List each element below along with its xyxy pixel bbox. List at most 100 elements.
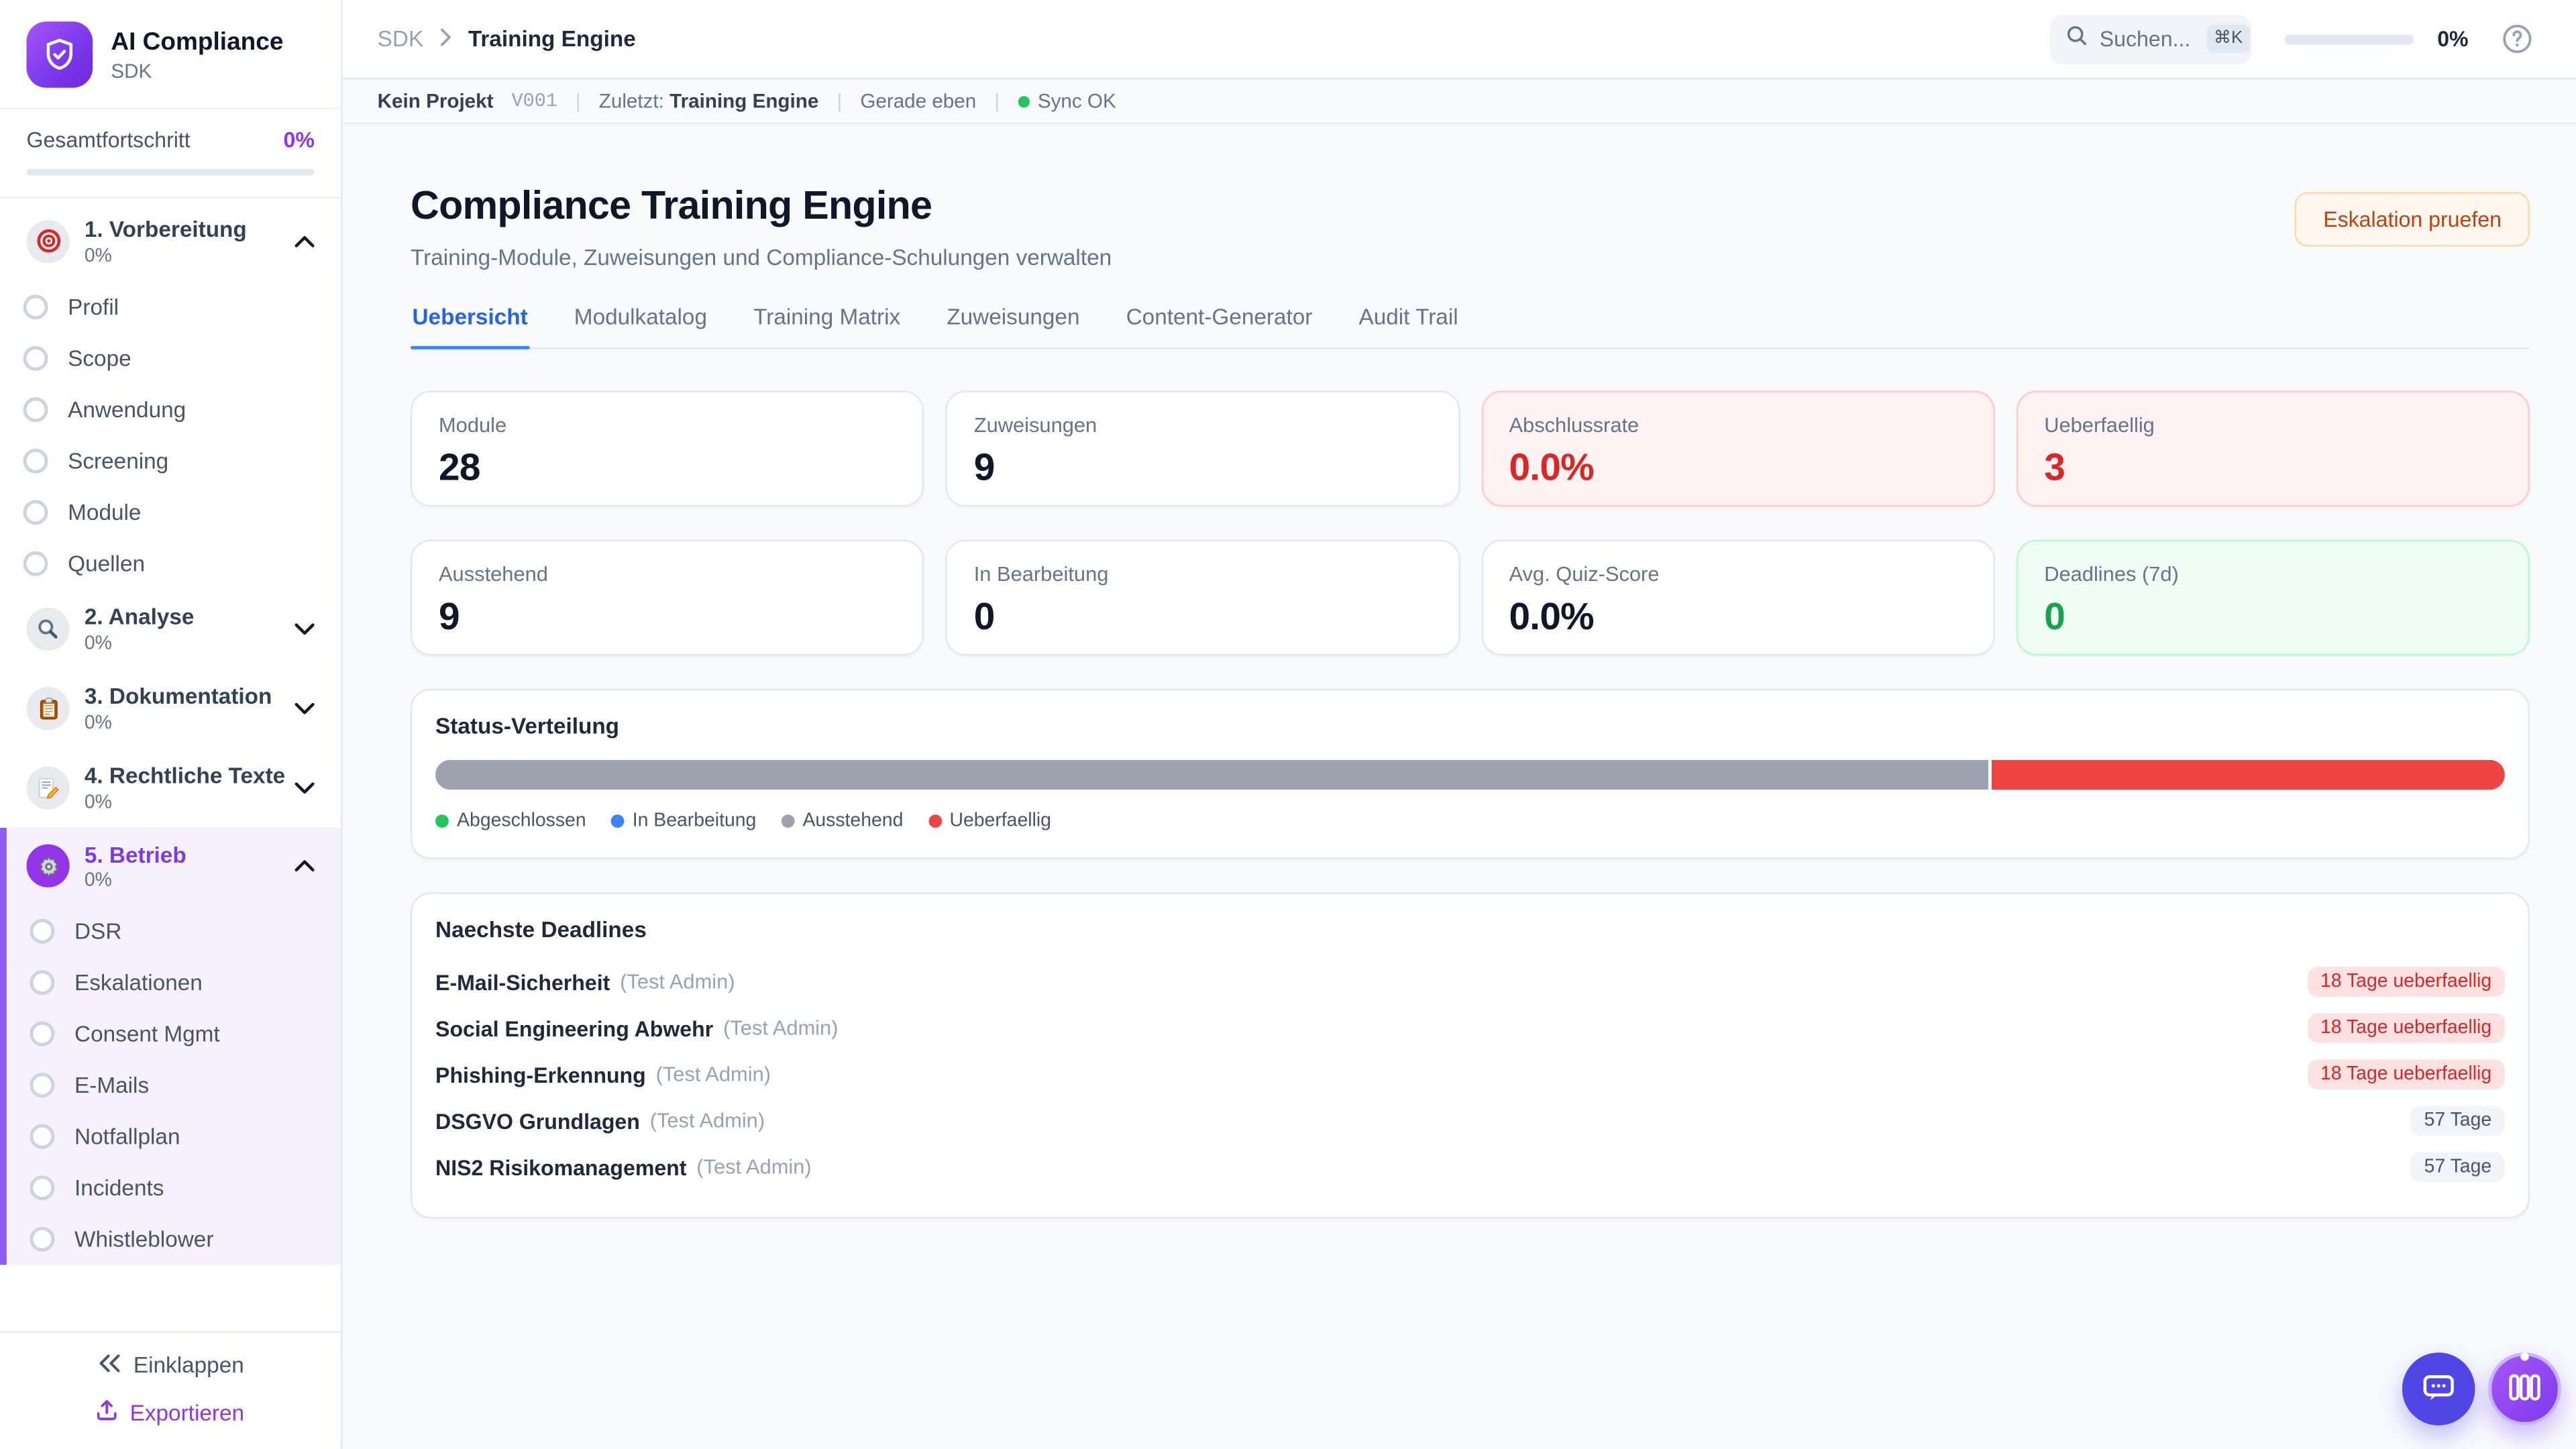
step-circle-icon bbox=[23, 448, 48, 474]
breadcrumb: SDK Training Engine bbox=[378, 24, 636, 54]
sidebar-item-quellen[interactable]: Quellen bbox=[0, 538, 341, 590]
app-title-block: AI Compliance SDK bbox=[111, 28, 283, 82]
check-escalation-button[interactable]: Eskalation pruefen bbox=[2295, 192, 2530, 247]
deadline-list: E-Mail-Sicherheit (Test Admin) 18 Tage u… bbox=[435, 959, 2505, 1191]
search-input[interactable] bbox=[2099, 26, 2196, 52]
app-title: AI Compliance bbox=[111, 27, 284, 56]
legend-in-bearbeitung: In Bearbeitung bbox=[610, 811, 756, 831]
deadline-row: Phishing-Erkennung (Test Admin) 18 Tage … bbox=[435, 1051, 2505, 1097]
legend-dot-icon bbox=[435, 814, 449, 828]
search-icon bbox=[2066, 24, 2088, 54]
nav-section-pct: 0% bbox=[84, 246, 112, 267]
memo-pencil-icon bbox=[26, 765, 70, 809]
step-circle-icon bbox=[30, 1227, 55, 1252]
chevron-down-icon bbox=[294, 702, 315, 715]
next-deadlines-title: Naechste Deadlines bbox=[435, 917, 647, 943]
topbar-progress-bar bbox=[2285, 34, 2414, 44]
step-circle-icon bbox=[30, 1176, 55, 1201]
export-button[interactable]: Exportieren bbox=[97, 1399, 244, 1426]
sidebar-item-screening[interactable]: Screening bbox=[0, 435, 341, 487]
step-circle-icon bbox=[23, 294, 48, 319]
tab-zuweisungen[interactable]: Zuweisungen bbox=[947, 305, 1080, 330]
nav-section-header-betrieb[interactable]: 5. Betrieb 0% bbox=[7, 827, 341, 906]
step-circle-icon bbox=[30, 971, 55, 996]
nav-section-pct: 0% bbox=[84, 712, 112, 733]
tab-training-matrix[interactable]: Training Matrix bbox=[753, 305, 901, 330]
overdue-badge: 18 Tage ueberfaellig bbox=[2307, 1059, 2505, 1089]
shield-check-icon bbox=[26, 21, 93, 88]
app-logo-block: AI Compliance SDK bbox=[0, 0, 341, 107]
target-icon bbox=[26, 220, 70, 264]
days-badge: 57 Tage bbox=[2410, 1152, 2505, 1183]
overall-progress-bar bbox=[26, 168, 315, 176]
search-box[interactable]: ⌘K bbox=[2049, 13, 2252, 64]
last-module-label: Zuletzt: Training Engine bbox=[598, 89, 819, 113]
tab-content-generator[interactable]: Content-Generator bbox=[1126, 305, 1313, 330]
sidebar-item-eskalationen[interactable]: Eskalationen bbox=[7, 957, 341, 1009]
search-shortcut-badge: ⌘K bbox=[2207, 25, 2250, 53]
breadcrumb-current: Training Engine bbox=[468, 26, 636, 52]
chat-fab-button[interactable] bbox=[2402, 1352, 2475, 1426]
tab-modulkatalog[interactable]: Modulkatalog bbox=[574, 305, 708, 330]
sidebar-item-dsr[interactable]: DSR bbox=[7, 906, 341, 958]
help-button[interactable] bbox=[2502, 23, 2533, 55]
bar-segment-ausstehend bbox=[435, 759, 1988, 790]
nav-section-title: 3. Dokumentation bbox=[84, 683, 272, 708]
status-distribution-title: Status-Verteilung bbox=[435, 713, 620, 739]
step-circle-icon bbox=[23, 345, 48, 371]
last-saved-time: Gerade eben bbox=[860, 89, 977, 113]
nav-section-title: 4. Rechtliche Texte bbox=[84, 762, 286, 788]
sidebar-item-consent-mgmt[interactable]: Consent Mgmt bbox=[7, 1009, 341, 1061]
sidebar-item-notfallplan[interactable]: Notfallplan bbox=[7, 1112, 341, 1163]
magnifier-icon bbox=[26, 607, 70, 651]
sidebar-item-module[interactable]: Module bbox=[0, 486, 341, 538]
breadcrumb-root[interactable]: SDK bbox=[377, 26, 424, 52]
tab-uebersicht[interactable]: Uebersicht bbox=[411, 305, 529, 350]
legend-dot-icon bbox=[610, 814, 625, 828]
chevron-up-icon bbox=[294, 235, 315, 248]
page-content: Compliance Training Engine Training-Modu… bbox=[343, 124, 2576, 1449]
topbar-progress-value: 0% bbox=[2437, 26, 2469, 52]
stat-card-abschlussrate: Abschlussrate 0.0% bbox=[1481, 390, 1995, 507]
step-circle-icon bbox=[30, 1073, 55, 1099]
sidebar-item-anwendung[interactable]: Anwendung bbox=[0, 384, 341, 435]
sidebar-item-scope[interactable]: Scope bbox=[0, 333, 341, 384]
notch-dot-icon bbox=[2520, 1352, 2529, 1361]
page-header: Compliance Training Engine Training-Modu… bbox=[411, 184, 2530, 270]
chevron-up-icon bbox=[294, 860, 315, 873]
collapse-icon bbox=[97, 1353, 121, 1378]
sidebar-item-e-mails[interactable]: E-Mails bbox=[7, 1060, 341, 1112]
nav-section-pct: 0% bbox=[84, 633, 112, 654]
divider: | bbox=[575, 89, 581, 113]
collapse-sidebar-button[interactable]: Einklappen bbox=[97, 1353, 244, 1378]
nav-section-header-vorbereitung[interactable]: 1. Vorbereitung 0% bbox=[0, 202, 341, 281]
page-header-text: Compliance Training Engine Training-Modu… bbox=[411, 184, 1112, 270]
status-bar: Kein Projekt V001 | Zuletzt: Training En… bbox=[342, 79, 2576, 125]
legend-dot-icon bbox=[928, 814, 942, 828]
nav-section-header-analyse[interactable]: 2. Analyse 0% bbox=[0, 589, 341, 668]
stat-card-avg-quiz-score: Avg. Quiz-Score 0.0% bbox=[1481, 539, 1995, 656]
nav-section-header-rechtliche-texte[interactable]: 4. Rechtliche Texte 0% bbox=[0, 748, 341, 827]
nav-section-pct: 0% bbox=[84, 792, 112, 812]
nav-section-title: 1. Vorbereitung bbox=[84, 217, 247, 242]
nav-section-analyse: 2. Analyse 0% bbox=[0, 589, 341, 668]
sidebar-item-incidents[interactable]: Incidents bbox=[7, 1163, 341, 1214]
overdue-badge: 18 Tage ueberfaellig bbox=[2307, 1013, 2505, 1043]
tab-audit-trail[interactable]: Audit Trail bbox=[1358, 305, 1458, 330]
panels-fab-button[interactable] bbox=[2488, 1352, 2561, 1426]
chevron-down-icon bbox=[294, 781, 315, 794]
main-area: SDK Training Engine ⌘K 0% bbox=[342, 0, 2576, 1449]
app-subtitle: SDK bbox=[111, 58, 152, 83]
sidebar-item-whistleblower[interactable]: Whistleblower bbox=[7, 1214, 341, 1266]
nav-section-dokumentation: 3. Dokumentation 0% bbox=[0, 668, 341, 747]
stat-card-deadlines-7d: Deadlines (7d) 0 bbox=[2016, 539, 2530, 656]
sidebar-item-profil[interactable]: Profil bbox=[0, 281, 341, 333]
status-legend: Abgeschlossen In Bearbeitung Ausstehend … bbox=[435, 811, 2505, 831]
sidebar: AI Compliance SDK Gesamtfortschritt 0% 1… bbox=[0, 0, 343, 1449]
stat-card-module: Module 28 bbox=[411, 390, 924, 507]
nav-section-rechtliche-texte: 4. Rechtliche Texte 0% bbox=[0, 748, 341, 827]
topbar: SDK Training Engine ⌘K 0% bbox=[342, 0, 2576, 80]
nav-section-header-dokumentation[interactable]: 3. Dokumentation 0% bbox=[0, 668, 341, 747]
status-distribution-panel: Status-Verteilung Abgeschlossen In Bearb… bbox=[411, 688, 2530, 859]
last-module-value: Training Engine bbox=[669, 89, 819, 113]
